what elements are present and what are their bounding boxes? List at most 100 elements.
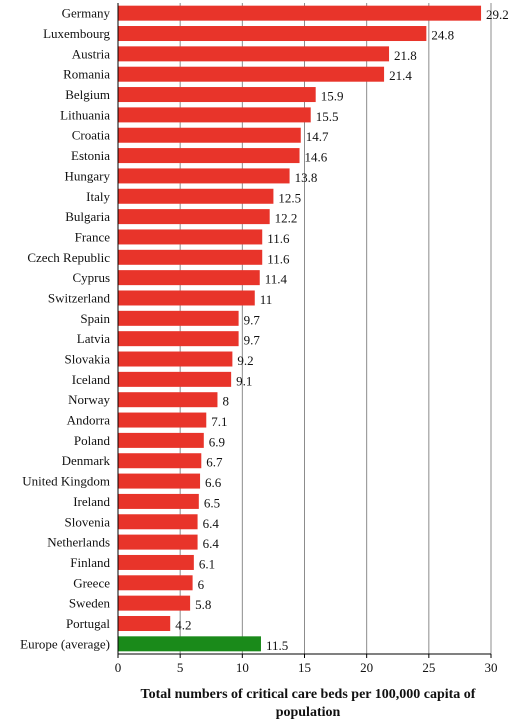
value-label: 6.9	[209, 434, 225, 449]
value-label: 29.2	[486, 7, 509, 22]
category-label: Ireland	[73, 494, 110, 509]
x-tick-label: 20	[360, 660, 373, 675]
value-label: 15.9	[321, 89, 344, 104]
category-labels: Germany Luxembourg Austria Romania Belgium Li…	[20, 6, 110, 652]
value-label: 14.7	[306, 129, 329, 144]
bar	[118, 432, 204, 448]
category-label: Sweden	[69, 596, 111, 611]
category-label: Belgium	[65, 87, 110, 102]
bar	[118, 107, 311, 123]
category-label: Czech Republic	[27, 250, 110, 265]
value-label: 4.2	[175, 617, 191, 632]
value-label: 11.6	[267, 231, 290, 246]
category-label: United Kingdom	[22, 474, 110, 489]
category-label: Italy	[86, 189, 110, 204]
category-label: Lithuania	[60, 107, 110, 122]
category-label: Bulgaria	[65, 209, 110, 224]
category-label: Norway	[68, 392, 110, 407]
bar	[118, 371, 232, 387]
category-label: Croatia	[72, 128, 110, 143]
category-label: Hungary	[65, 168, 111, 183]
bar	[118, 229, 263, 245]
category-label: France	[75, 229, 111, 244]
value-label: 12.5	[278, 190, 301, 205]
category-label: Portugal	[66, 616, 110, 631]
bar	[118, 392, 218, 408]
x-tick-label: 0	[115, 660, 122, 675]
bar	[118, 127, 301, 143]
x-tick-label: 10	[236, 660, 249, 675]
category-label: Estonia	[71, 148, 110, 163]
value-label: 11.5	[266, 638, 288, 653]
category-label: Finland	[70, 555, 110, 570]
value-label: 12.2	[275, 211, 298, 226]
category-label: Spain	[80, 311, 110, 326]
category-label: Slovenia	[65, 514, 111, 529]
bar	[118, 636, 261, 652]
bar	[118, 290, 255, 306]
category-label: Iceland	[72, 372, 111, 387]
value-label: 6.5	[204, 495, 220, 510]
bar	[118, 249, 263, 265]
bar	[118, 595, 191, 611]
bar	[118, 351, 233, 367]
category-label: Greece	[73, 575, 110, 590]
bar	[118, 615, 171, 631]
value-label: 11.6	[267, 251, 290, 266]
value-label: 6.4	[203, 536, 220, 551]
bar	[118, 493, 199, 509]
bar	[118, 331, 239, 347]
x-tick-label: 25	[422, 660, 435, 675]
value-label: 8	[222, 394, 229, 409]
x-tick-labels: 0 5 10 15 20 25 30	[115, 654, 498, 675]
value-label: 6	[198, 577, 205, 592]
value-label: 6.7	[206, 455, 223, 470]
bar	[118, 412, 207, 428]
value-label: 21.8	[394, 48, 417, 63]
bar	[118, 534, 198, 550]
bar	[118, 310, 239, 326]
x-tick-label: 15	[298, 660, 311, 675]
x-axis-title-line-1: Total numbers of critical care beds per …	[141, 687, 476, 702]
bar	[118, 188, 274, 204]
bar	[118, 473, 201, 489]
bar	[118, 575, 193, 591]
bar	[118, 5, 482, 21]
value-label: 7.1	[211, 414, 227, 429]
bar	[118, 66, 385, 82]
category-label: Latvia	[77, 331, 110, 346]
bar	[118, 87, 316, 103]
category-label: Austria	[72, 46, 111, 61]
x-axis-title-line-2: population	[276, 705, 341, 720]
x-tick-label: 5	[177, 660, 184, 675]
category-label: Europe (average)	[20, 636, 110, 651]
bar	[118, 168, 290, 184]
bars	[118, 5, 482, 652]
value-label: 15.5	[316, 109, 339, 124]
value-label: 13.8	[295, 170, 318, 185]
x-tick-label: 30	[485, 660, 498, 675]
bar	[118, 270, 260, 286]
value-label: 11	[260, 292, 273, 307]
category-label: Poland	[74, 433, 111, 448]
value-label: 9.7	[244, 333, 261, 348]
bar	[118, 554, 194, 570]
value-label: 6.6	[205, 475, 222, 490]
bar	[118, 514, 198, 530]
category-label: Luxembourg	[43, 26, 110, 41]
value-label: 6.1	[199, 556, 215, 571]
value-label: 11.4	[265, 272, 288, 287]
category-label: Cyprus	[72, 270, 110, 285]
bar	[118, 453, 202, 469]
category-label: Germany	[62, 6, 111, 21]
category-label: Netherlands	[47, 535, 110, 550]
value-labels: 29.2 24.8 21.8 21.4 15.9 15.5 14.7 14.6 13.8 12.5…	[175, 7, 509, 653]
value-label: 9.1	[236, 373, 252, 388]
bar	[118, 209, 270, 225]
bar	[118, 148, 300, 164]
value-label: 5.8	[195, 597, 211, 612]
category-label: Switzerland	[48, 290, 111, 305]
value-label: 9.7	[244, 312, 261, 327]
